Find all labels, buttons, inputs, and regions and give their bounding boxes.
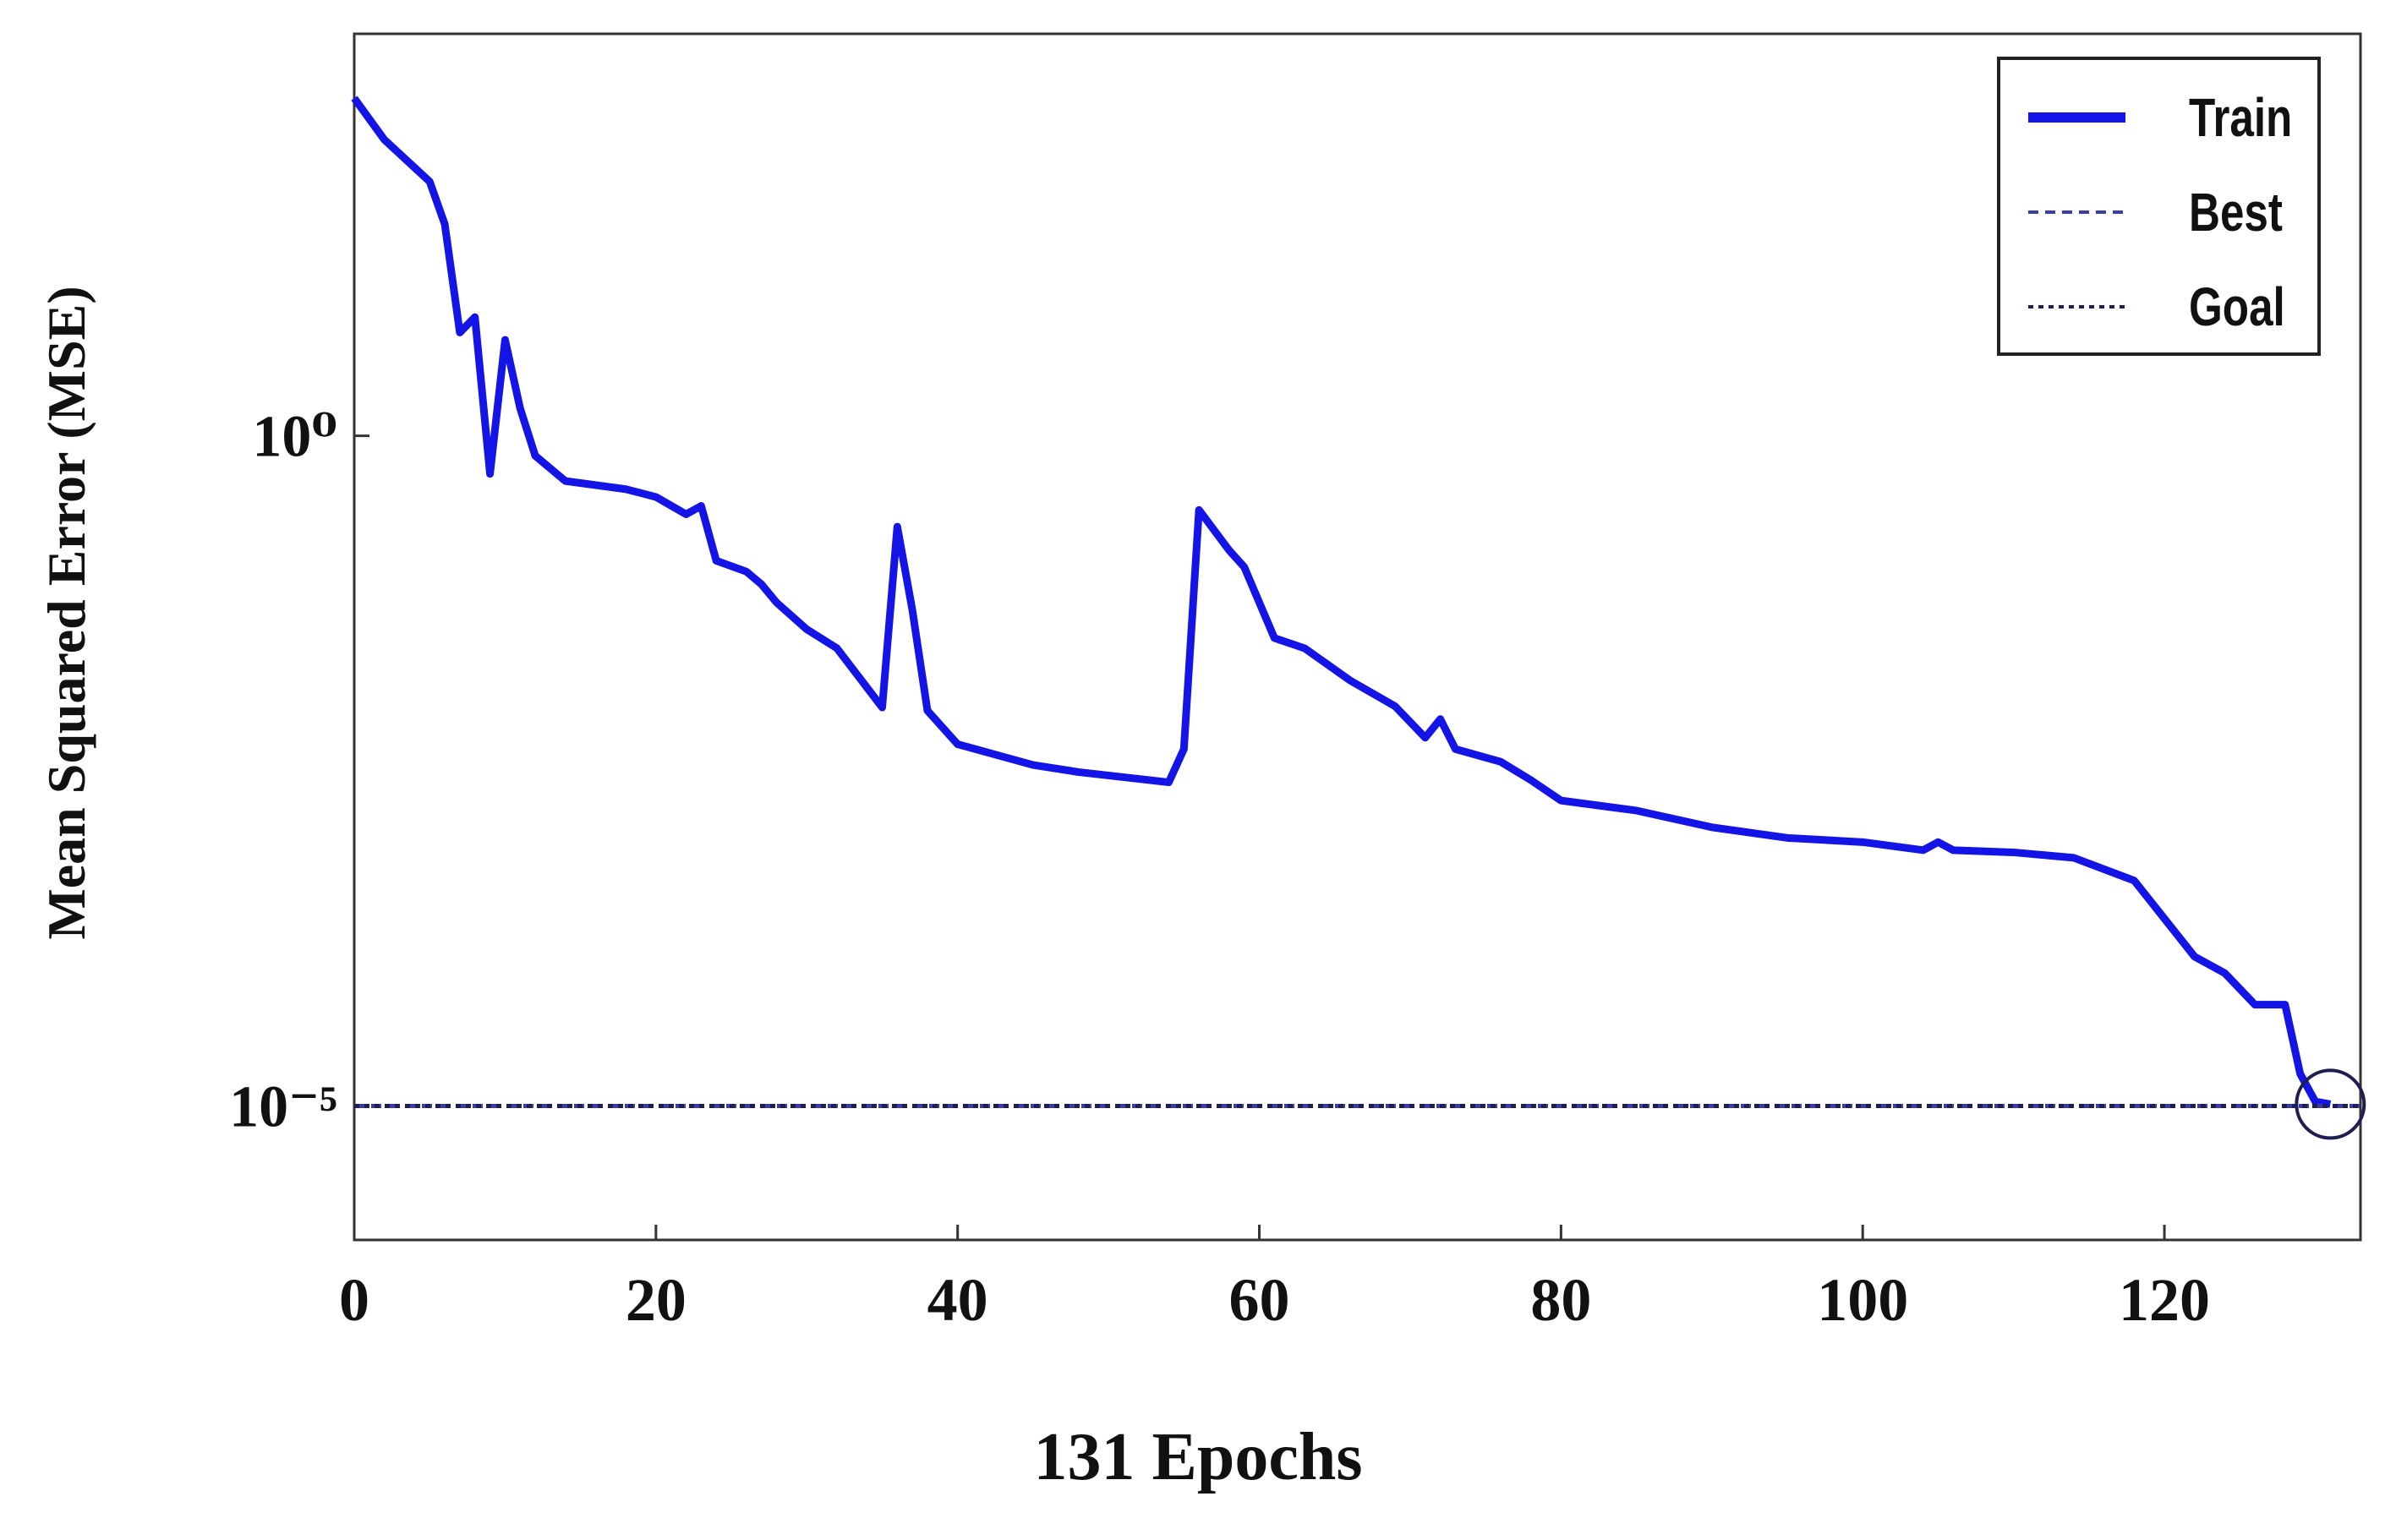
legend-label: Goal <box>2189 278 2285 338</box>
x-tick-label: 120 <box>2119 1266 2210 1334</box>
x-tick-label: 20 <box>626 1266 687 1334</box>
x-tick-label: 100 <box>1817 1266 1908 1334</box>
y-axis-label: Mean Squared Error (MSE) <box>36 286 96 939</box>
x-tick-label: 80 <box>1530 1266 1591 1334</box>
x-tick-label: 40 <box>927 1266 988 1334</box>
legend-label: Train <box>2189 89 2292 149</box>
plot-frame <box>353 32 2362 1242</box>
x-tick-label: 0 <box>339 1266 369 1334</box>
legend-label: Best <box>2189 183 2283 243</box>
y-tick-label: 10⁰ <box>252 405 337 470</box>
legend-box <box>1997 57 2321 356</box>
train-line <box>351 96 2332 1108</box>
x-axis-label: 131 Epochs <box>1034 1420 1363 1494</box>
x-tick-label: 60 <box>1229 1266 1290 1334</box>
y-tick-label: 10⁻⁵ <box>229 1074 337 1139</box>
